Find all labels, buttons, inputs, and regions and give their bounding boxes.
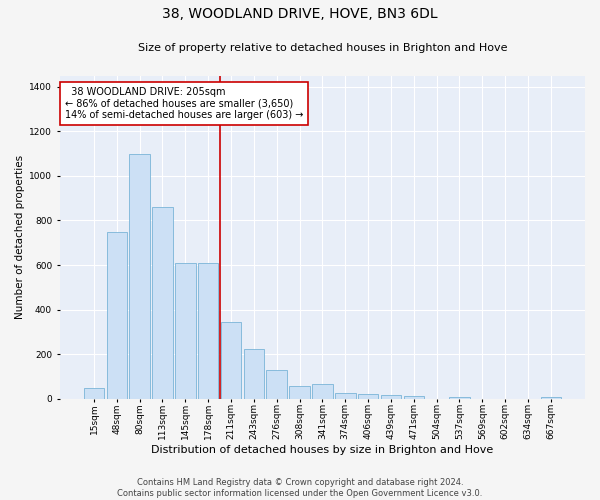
Bar	[130, 154, 150, 399]
Text: Contains HM Land Registry data © Crown copyright and database right 2024.
Contai: Contains HM Land Registry data © Crown c…	[118, 478, 482, 498]
Bar	[198, 263, 218, 399]
Text: 38, WOODLAND DRIVE, HOVE, BN3 6DL: 38, WOODLAND DRIVE, HOVE, BN3 6DL	[162, 8, 438, 22]
Title: Size of property relative to detached houses in Brighton and Hove: Size of property relative to detached ho…	[137, 42, 507, 52]
Bar	[380, 395, 401, 399]
Bar	[358, 394, 379, 399]
Bar	[289, 386, 310, 399]
Bar	[221, 322, 241, 399]
Bar	[312, 384, 332, 399]
Bar	[266, 370, 287, 399]
Bar	[175, 263, 196, 399]
Bar	[107, 232, 127, 399]
Bar	[449, 397, 470, 399]
Bar	[335, 394, 356, 399]
X-axis label: Distribution of detached houses by size in Brighton and Hove: Distribution of detached houses by size …	[151, 445, 494, 455]
Bar	[152, 207, 173, 399]
Bar	[244, 348, 264, 399]
Bar	[541, 396, 561, 399]
Text: 38 WOODLAND DRIVE: 205sqm
← 86% of detached houses are smaller (3,650)
14% of se: 38 WOODLAND DRIVE: 205sqm ← 86% of detac…	[65, 87, 304, 120]
Bar	[404, 396, 424, 399]
Y-axis label: Number of detached properties: Number of detached properties	[15, 155, 25, 320]
Bar	[83, 388, 104, 399]
